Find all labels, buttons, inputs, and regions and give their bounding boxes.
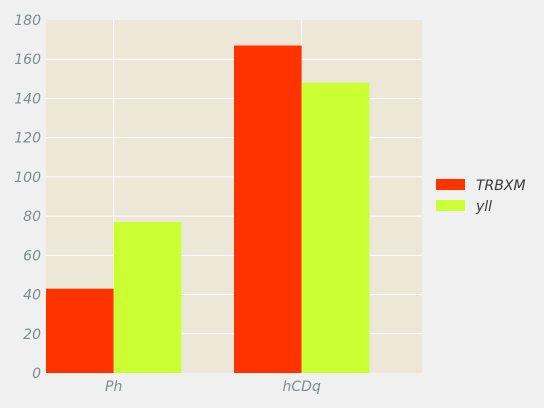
y-tick-label: 40 <box>23 288 41 304</box>
y-tick-label: 60 <box>23 248 41 264</box>
x-tick-label: hCDq <box>283 379 321 395</box>
bar-TRBXM-hCDq <box>234 45 302 373</box>
y-tick-label: 20 <box>23 327 41 343</box>
y-axis-ticks: 0 20 40 60 80 100 120 140 160 180 <box>14 13 41 382</box>
y-tick-label: 160 <box>14 52 41 68</box>
x-axis-ticks: Ph hCDq <box>105 379 321 395</box>
legend-label-yll: yll <box>475 199 492 215</box>
y-tick-label: 120 <box>14 131 41 147</box>
bar-yll-hCDq <box>301 82 370 373</box>
bar-yll-Ph <box>113 221 182 373</box>
y-tick-label: 180 <box>14 13 41 29</box>
bar-TRBXM-Ph <box>46 288 114 373</box>
legend-label-TRBXM: TRBXM <box>476 178 526 194</box>
legend: TRBXM yll <box>436 178 526 215</box>
y-tick-label: 100 <box>14 170 41 186</box>
x-tick-label: Ph <box>105 379 122 395</box>
legend-swatch-yll <box>436 200 465 211</box>
y-tick-label: 0 <box>32 366 41 382</box>
legend-swatch-TRBXM <box>436 179 465 190</box>
y-tick-label: 140 <box>14 91 41 107</box>
y-tick-label: 80 <box>23 209 41 225</box>
bars <box>46 45 370 373</box>
